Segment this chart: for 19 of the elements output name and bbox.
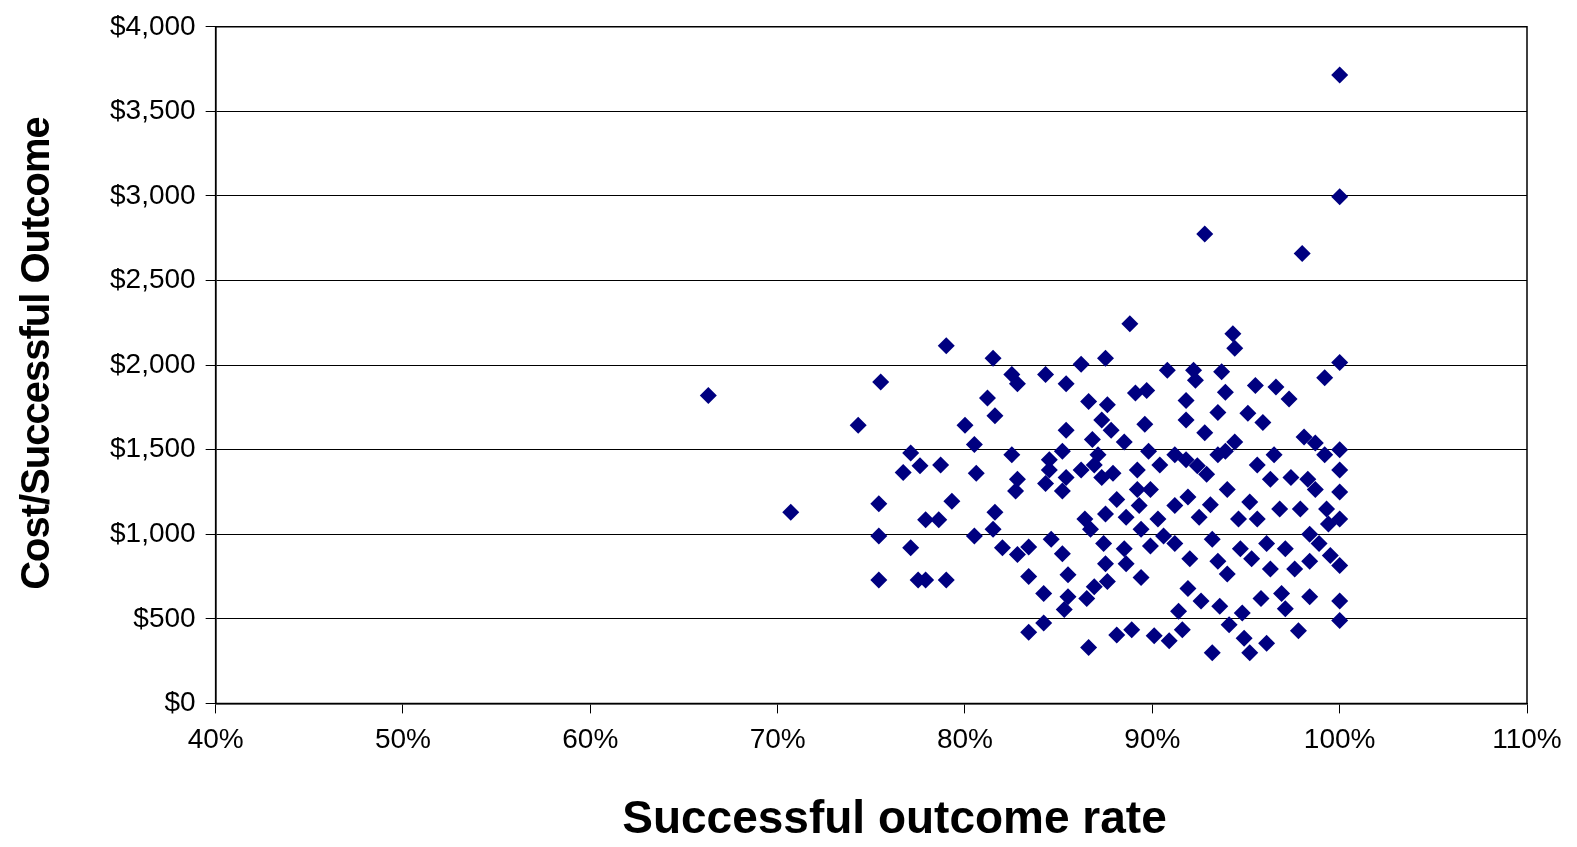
y-tick-label: $3,500: [110, 94, 196, 126]
y-axis-title: Cost/Successful Outcome: [12, 116, 58, 590]
x-tick-label: 90%: [1124, 722, 1181, 754]
y-tick-label: $3,000: [110, 178, 196, 210]
y-tick-label: $0: [164, 686, 196, 718]
x-tick-label: 60%: [562, 722, 619, 754]
x-tick-label: 70%: [749, 722, 806, 754]
y-tick-label: $2,500: [110, 263, 196, 295]
x-tick-label: 80%: [936, 722, 994, 754]
x-tick-label: 100%: [1303, 722, 1376, 754]
y-tick-label: $1,000: [110, 516, 196, 548]
x-tick-label: 50%: [374, 722, 431, 754]
x-tick-label: 40%: [187, 722, 244, 754]
y-tick-label: $500: [133, 601, 196, 633]
y-tick-label: $2,000: [110, 347, 196, 379]
y-tick-label: $1,500: [110, 432, 196, 464]
y-tick-label: $4,000: [110, 9, 196, 41]
x-axis-title: Successful outcome rate: [621, 790, 1168, 844]
x-tick-label: 110%: [1492, 722, 1562, 754]
